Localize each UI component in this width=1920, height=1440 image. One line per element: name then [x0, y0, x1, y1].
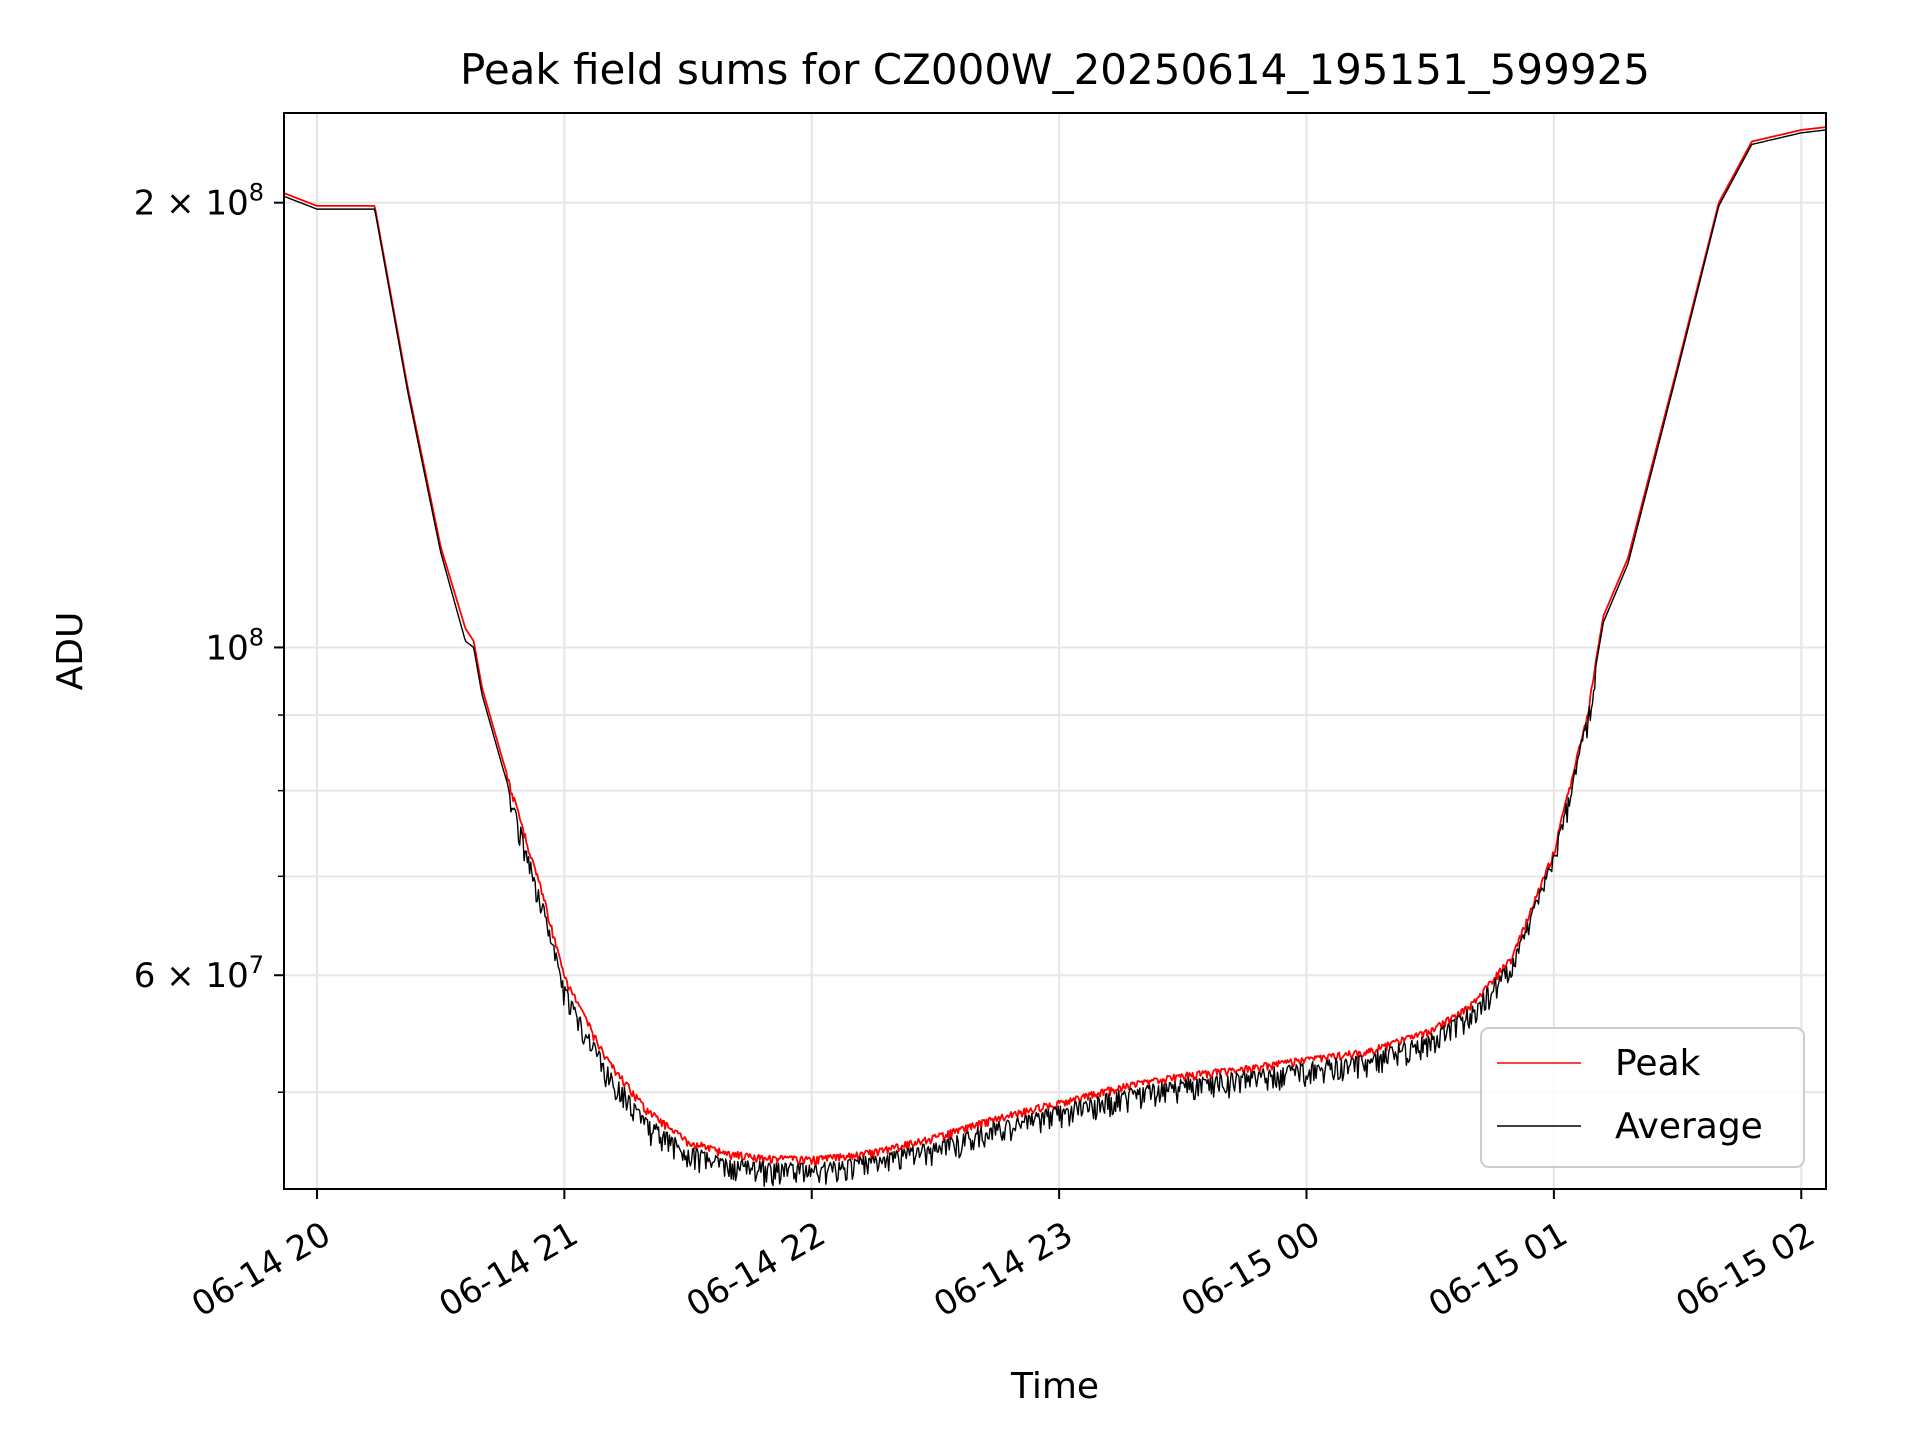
- legend-label-peak: Peak: [1615, 1043, 1701, 1084]
- series-line-peak: [283, 126, 1827, 1166]
- series-layer: [283, 126, 1827, 1187]
- legend: Peak Average: [1480, 1027, 1805, 1168]
- series-line-average: [283, 129, 1827, 1187]
- x-axis-label: Time: [1010, 1366, 1099, 1407]
- chart-title: Peak field sums for CZ000W_20250614_1951…: [460, 45, 1650, 94]
- y-axis-label: ADU: [50, 612, 91, 691]
- y-tick-label: 108: [205, 623, 264, 668]
- y-tick-label: 2 × 108: [134, 179, 264, 224]
- legend-label-average: Average: [1615, 1106, 1763, 1147]
- grid: [284, 113, 1826, 1189]
- plot-frame: [283, 112, 1827, 1190]
- y-tick-label: 6 × 107: [134, 951, 264, 996]
